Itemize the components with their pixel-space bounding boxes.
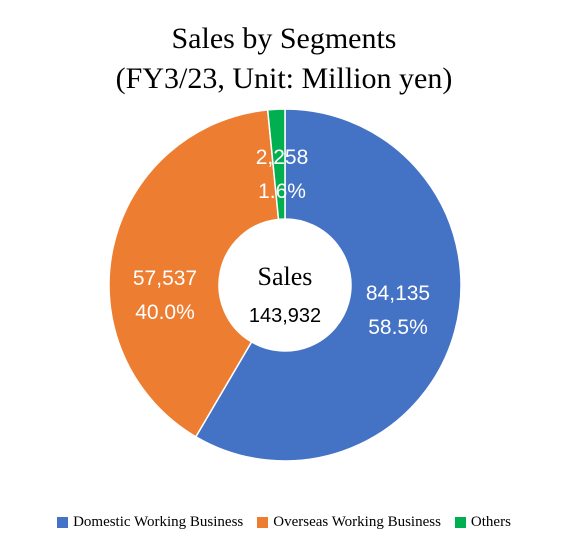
- data-label-percent-domestic: 58.5%: [368, 316, 428, 339]
- chart-subtitle: (FY3/23, Unit: Million yen): [115, 62, 453, 95]
- legend-swatch-domestic: [57, 517, 69, 528]
- legend-item-others: Others: [454, 514, 511, 531]
- legend-label-overseas: Overseas Working Business: [273, 514, 441, 530]
- center-total-value: 143,932: [249, 305, 321, 327]
- center-label: Sales: [258, 262, 313, 291]
- chart-title: Sales by Segments: [171, 22, 397, 55]
- data-label-value-others: 2,258: [256, 146, 309, 169]
- pie-slice-domestic: [194, 108, 462, 462]
- legend-swatch-overseas: [257, 517, 269, 528]
- data-label-percent-others: 1.6%: [258, 180, 306, 203]
- pie-slice-overseas: [108, 109, 280, 438]
- pie-slice-others: [266, 108, 286, 221]
- legend-item-domestic: Domestic Working Business: [57, 514, 243, 531]
- data-label-percent-overseas: 40.0%: [135, 301, 195, 324]
- legend-label-domestic: Domestic Working Business: [73, 514, 244, 530]
- data-label-value-domestic: 84,135: [366, 282, 430, 305]
- legend-swatch-others: [454, 517, 466, 528]
- legend: Domestic Working Business Overseas Worki…: [0, 514, 568, 531]
- data-label-value-overseas: 57,537: [133, 267, 197, 290]
- legend-label-others: Others: [470, 514, 511, 530]
- legend-item-overseas: Overseas Working Business: [257, 514, 441, 531]
